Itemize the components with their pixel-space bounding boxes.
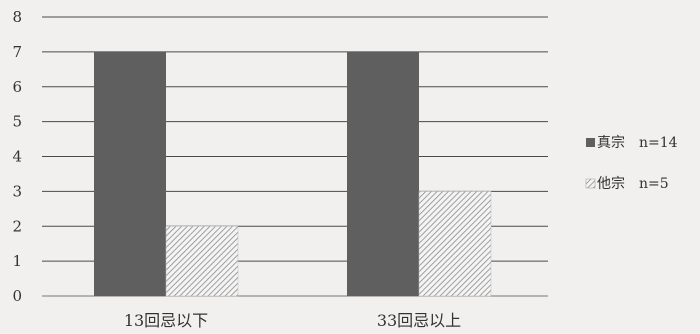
y-axis-ticks: 0 1 2 3 4 5 6 7 8 [12, 8, 22, 305]
y-tick-label: 1 [12, 252, 22, 270]
x-category-label: 13回忌以下 [124, 311, 208, 330]
y-tick-label: 6 [12, 78, 22, 96]
y-tick-label: 4 [12, 148, 22, 166]
x-axis-categories: 13回忌以下 33回忌以上 [124, 311, 461, 330]
bars [94, 51, 492, 297]
legend-swatch [585, 178, 596, 189]
legend: 真宗 n=14 他宗 n=5 [585, 135, 678, 192]
y-tick-label: 3 [12, 182, 22, 200]
bar-shinshu-2 [347, 51, 419, 296]
y-tick-label: 8 [12, 8, 22, 26]
legend-label: 真宗 n=14 [597, 135, 678, 151]
bar-other-sect-2 [418, 191, 492, 297]
legend-label: 他宗 n=5 [597, 176, 669, 192]
x-category-label: 33回忌以上 [377, 311, 461, 330]
bar-shinshu-1 [94, 51, 166, 296]
y-tick-label: 7 [12, 43, 22, 61]
y-tick-label: 0 [12, 287, 22, 305]
legend-swatch [586, 138, 595, 147]
y-tick-label: 2 [12, 217, 22, 235]
bar-other-sect-1 [165, 226, 239, 297]
y-tick-label: 5 [12, 113, 22, 131]
